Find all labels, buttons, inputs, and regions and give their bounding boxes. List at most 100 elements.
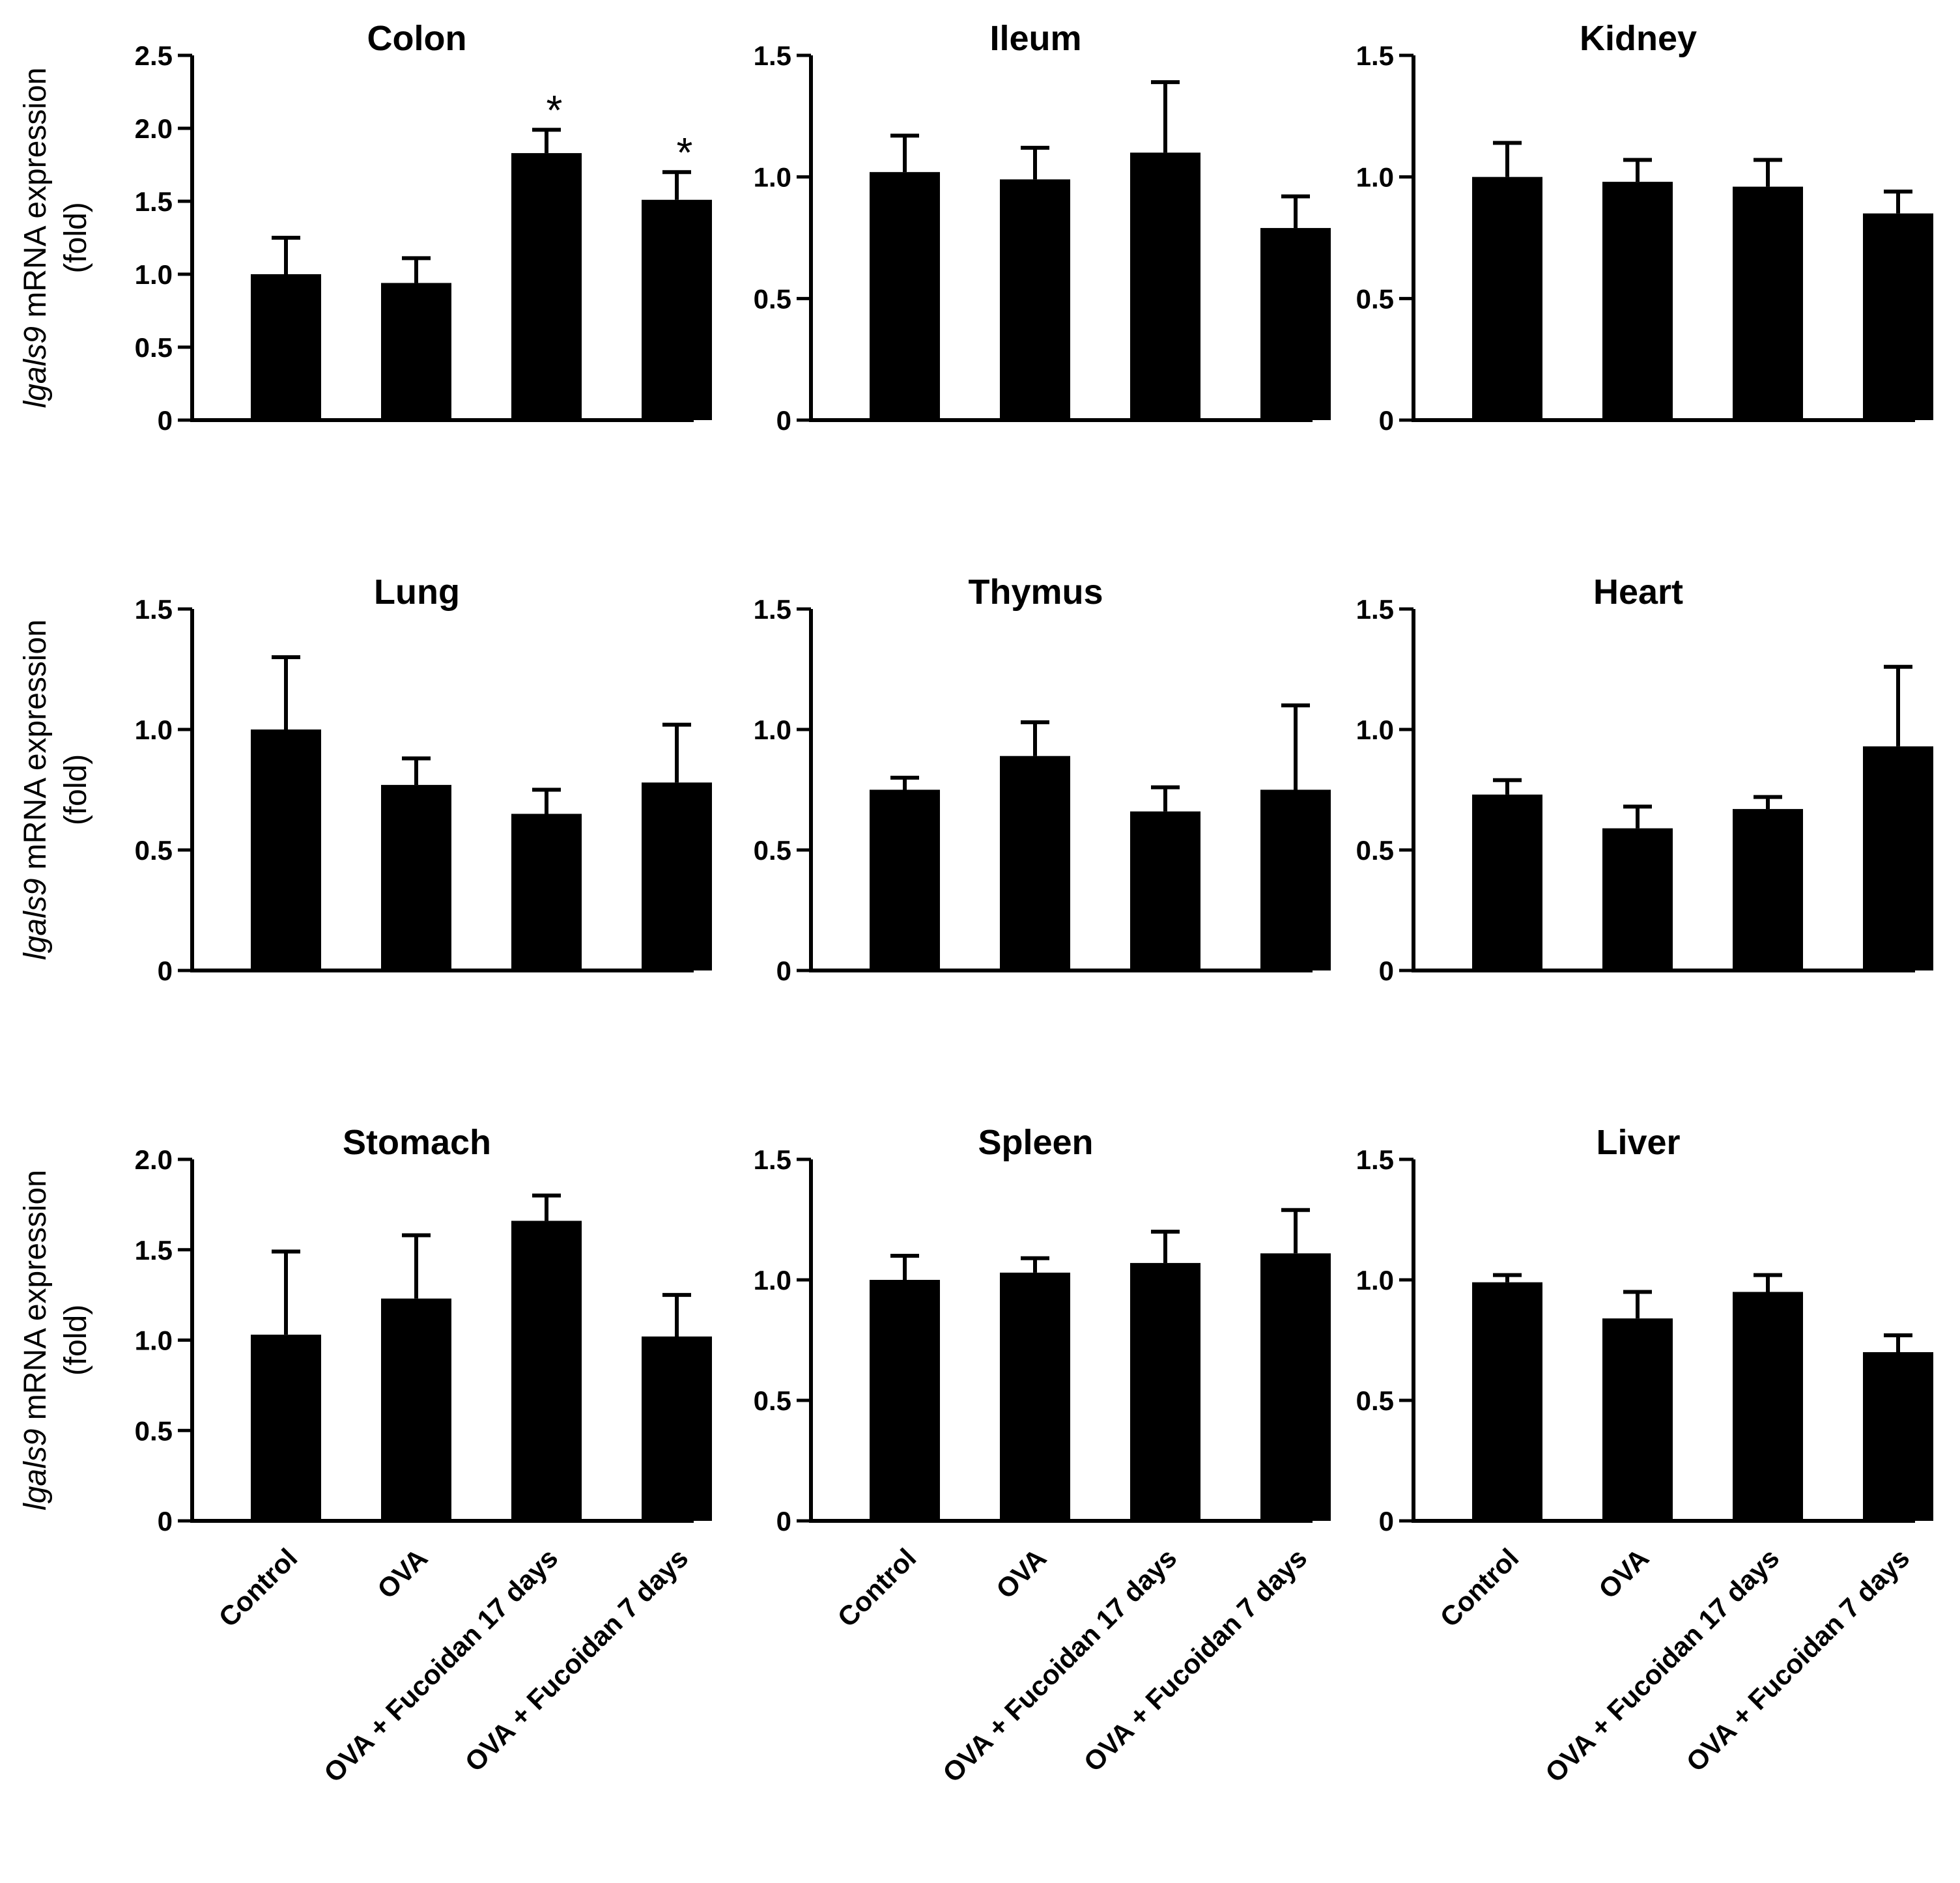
panel-colon: Colon 0 0.5 1.0 1.5 2.0 2.5 * *	[135, 19, 712, 436]
bar-colon-3	[511, 153, 582, 420]
y-tick-label: 1.0	[135, 715, 173, 745]
significance-marker: *	[677, 129, 693, 176]
bar-kidney-3	[1733, 186, 1803, 420]
category-label: OVA + Fucoidan 17 days	[318, 1542, 563, 1788]
y-axis-title-unit: (fold)	[59, 754, 93, 825]
bar-lung-2	[381, 785, 451, 970]
bar-kidney-4	[1863, 213, 1933, 420]
y-tick-label: 0.5	[1356, 835, 1394, 866]
panel-heart: Heart 0 0.5 1.0 1.5	[1356, 573, 1933, 986]
y-tick-label: 1.5	[1356, 594, 1394, 625]
bar-liver-4	[1863, 1352, 1933, 1521]
bar-thymus-1	[870, 789, 940, 970]
y-tick-label: 2.5	[135, 40, 173, 71]
bar-heart-3	[1733, 809, 1803, 970]
bar-heart-2	[1602, 828, 1673, 970]
y-tick-label: 1.0	[135, 259, 173, 290]
y-tick-label: 0.5	[754, 1385, 791, 1416]
y-tick-label: 1.0	[1356, 162, 1394, 193]
bar-heart-4	[1863, 746, 1933, 970]
panel-title: Stomach	[343, 1123, 491, 1162]
y-tick-label: 1.5	[754, 40, 791, 71]
bar-colon-2	[381, 283, 451, 420]
bar-colon-4	[642, 199, 712, 420]
y-axis-title-text: mRNA expression	[18, 1170, 53, 1428]
y-tick-label: 1.0	[754, 715, 791, 745]
y-axis-title: lgals9 mRNA expression (fold)	[18, 1170, 93, 1510]
y-axis-title-text: mRNA expression	[18, 619, 53, 878]
y-tick-label: 0.5	[1356, 283, 1394, 314]
y-tick-label: 0.5	[135, 332, 173, 363]
y-tick-label: 0	[1379, 1506, 1394, 1536]
category-label: OVA + Fucoidan 7 days	[459, 1542, 694, 1777]
y-tick-label: 1.0	[1356, 715, 1394, 745]
category-label: Control	[832, 1542, 922, 1633]
y-tick-label: 2.0	[135, 1144, 173, 1175]
y-tick-label: 0	[776, 405, 791, 436]
panel-title: Heart	[1593, 573, 1683, 612]
category-label: OVA + Fucoidan 17 days	[937, 1542, 1182, 1788]
panel-title: Thymus	[968, 573, 1103, 612]
bar-stomach-2	[381, 1298, 451, 1521]
category-label: OVA + Fucoidan 7 days	[1078, 1542, 1313, 1777]
y-tick-label: 2.0	[135, 113, 173, 144]
y-axis-title: lgals9 mRNA expression (fold)	[18, 68, 93, 408]
y-axis-title: lgals9 mRNA expression (fold)	[18, 619, 93, 960]
bar-lung-4	[642, 782, 712, 970]
panel-stomach: Stomach 0 0.5 1.0 1.5 2.0	[135, 1123, 712, 1536]
y-tick-label: 0	[158, 1506, 173, 1536]
bar-spleen-1	[870, 1280, 940, 1521]
y-tick-label: 1.5	[135, 1235, 173, 1266]
y-tick-label: 0	[776, 1506, 791, 1536]
bar-heart-1	[1472, 794, 1542, 970]
y-tick-label: 0	[1379, 405, 1394, 436]
y-tick-label: 0	[158, 956, 173, 986]
y-axis-title-gene: lgals9	[18, 1429, 53, 1510]
bar-thymus-4	[1260, 789, 1331, 970]
panel-liver: Liver 0 0.5 1.0 1.5	[1356, 1123, 1933, 1536]
y-tick-label: 0	[776, 956, 791, 986]
bar-colon-1	[251, 274, 321, 420]
category-label: OVA	[990, 1542, 1052, 1604]
y-tick-label: 0.5	[1356, 1385, 1394, 1416]
y-axis-title-text: mRNA expression	[18, 68, 53, 326]
y-tick-label: 1.5	[1356, 1144, 1394, 1175]
category-label: Control	[1434, 1542, 1525, 1633]
y-tick-label: 1.0	[754, 1265, 791, 1295]
y-axis-title-line1: lgals9 mRNA expression	[18, 1170, 53, 1510]
panel-title: Kidney	[1580, 19, 1697, 58]
bar-kidney-1	[1472, 177, 1542, 420]
y-tick-label: 1.5	[135, 186, 173, 217]
bar-liver-1	[1472, 1282, 1542, 1521]
bar-ileum-2	[1000, 179, 1070, 420]
y-axis-title-unit: (fold)	[59, 1305, 93, 1376]
y-tick-label: 0.5	[135, 1415, 173, 1446]
y-tick-label: 0.5	[754, 283, 791, 314]
bar-lung-3	[511, 814, 582, 970]
panel-title: Spleen	[978, 1123, 1093, 1162]
y-axis-title-gene: lgals9	[18, 879, 53, 960]
y-axis-title-line1: lgals9 mRNA expression	[18, 619, 53, 960]
panel-title: Liver	[1596, 1123, 1680, 1162]
y-tick-label: 0	[158, 405, 173, 436]
bar-thymus-3	[1130, 811, 1200, 970]
bar-stomach-1	[251, 1335, 321, 1521]
y-tick-label: 1.5	[754, 1144, 791, 1175]
y-tick-label: 1.0	[1356, 1265, 1394, 1295]
category-label: OVA + Fucoidan 17 days	[1539, 1542, 1785, 1788]
significance-marker: *	[547, 87, 563, 134]
panel-ileum: Ileum 0 0.5 1.0 1.5	[754, 19, 1331, 436]
bar-spleen-4	[1260, 1253, 1331, 1521]
category-label: OVA	[371, 1542, 433, 1604]
y-axis-title-gene: lgals9	[18, 326, 53, 408]
y-tick-label: 1.0	[754, 162, 791, 193]
bar-ileum-4	[1260, 228, 1331, 420]
bar-lung-1	[251, 729, 321, 970]
y-axis-title-unit: (fold)	[59, 202, 93, 273]
panel-thymus: Thymus 0 0.5 1.0 1.5	[754, 573, 1331, 986]
y-tick-label: 1.5	[1356, 40, 1394, 71]
category-label: OVA + Fucoidan 7 days	[1681, 1542, 1916, 1777]
bar-ileum-1	[870, 172, 940, 420]
y-tick-label: 1.5	[135, 594, 173, 625]
